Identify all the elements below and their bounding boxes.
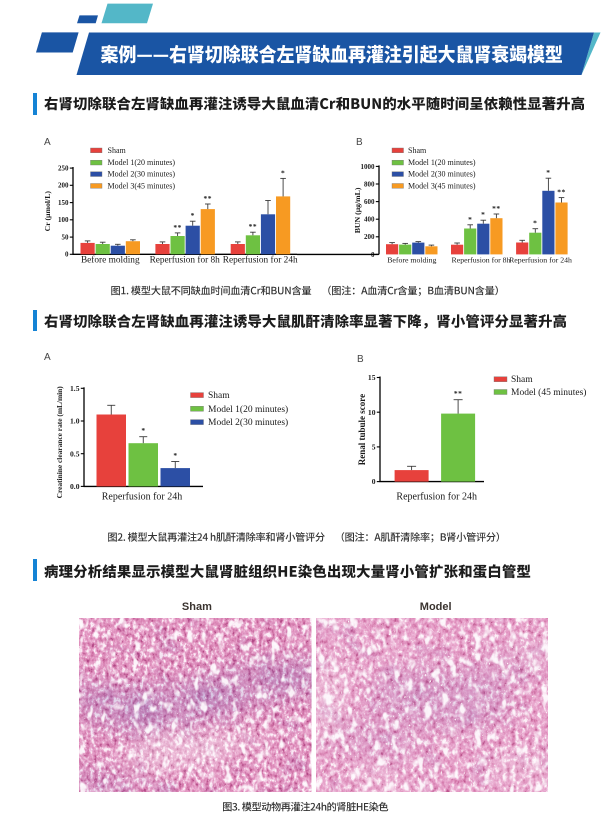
- svg-text:Model (45 minutes): Model (45 minutes): [511, 387, 586, 398]
- svg-text:Model 3(45 minutes): Model 3(45 minutes): [408, 182, 476, 191]
- svg-text:Model 2(30 minutes): Model 2(30 minutes): [108, 170, 176, 179]
- svg-text:600: 600: [364, 198, 375, 206]
- svg-text:0: 0: [372, 477, 376, 486]
- svg-text:10: 10: [368, 408, 376, 417]
- svg-text:B: B: [357, 354, 364, 365]
- svg-text:Model 1(20 minutes): Model 1(20 minutes): [208, 404, 288, 415]
- svg-text:**: **: [204, 194, 213, 203]
- svg-text:*: *: [191, 211, 195, 220]
- svg-text:Model 1(20 minutes): Model 1(20 minutes): [408, 158, 476, 167]
- svg-text:**: **: [492, 204, 501, 213]
- svg-text:A: A: [44, 137, 51, 148]
- svg-text:200: 200: [364, 233, 375, 241]
- svg-text:250: 250: [58, 165, 69, 173]
- svg-text:150: 150: [58, 199, 69, 207]
- svg-text:**: **: [454, 389, 463, 398]
- svg-text:A: A: [44, 352, 51, 363]
- svg-text:1.0: 1.0: [70, 417, 80, 426]
- svg-text:Reperfusion for 24h: Reperfusion for 24h: [509, 256, 572, 265]
- svg-text:5: 5: [372, 443, 376, 452]
- svg-text:Reperfusion for 24h: Reperfusion for 24h: [102, 492, 183, 503]
- svg-text:Sham: Sham: [511, 375, 533, 385]
- svg-text:400: 400: [364, 216, 375, 224]
- svg-text:Before molding: Before molding: [387, 256, 436, 265]
- svg-text:15: 15: [368, 373, 376, 382]
- svg-text:Model 1(20 minutes): Model 1(20 minutes): [108, 158, 176, 167]
- svg-text:**: **: [249, 222, 258, 231]
- svg-text:1.5: 1.5: [70, 384, 80, 393]
- svg-text:Model 2(30 minutes): Model 2(30 minutes): [208, 417, 288, 428]
- svg-text:Reperfusion for 8h: Reperfusion for 8h: [150, 255, 221, 266]
- svg-text:B: B: [356, 137, 363, 148]
- svg-text:Creatinine clearance rate (mL/: Creatinine clearance rate (mL/min): [55, 386, 64, 499]
- svg-text:Reperfusion for 24h: Reperfusion for 24h: [223, 255, 298, 266]
- svg-text:*: *: [468, 215, 472, 224]
- svg-text:100: 100: [58, 216, 69, 224]
- svg-text:50: 50: [62, 234, 70, 242]
- svg-text:BUN (μg/mL): BUN (μg/mL): [353, 187, 362, 233]
- svg-text:Sham: Sham: [208, 391, 230, 401]
- svg-text:0.0: 0.0: [70, 482, 80, 491]
- svg-text:Model 2(30 minutes): Model 2(30 minutes): [408, 170, 476, 179]
- svg-text:*: *: [546, 168, 550, 177]
- svg-text:0.5: 0.5: [70, 449, 80, 458]
- svg-text:Renal tubule score: Renal tubule score: [357, 394, 367, 465]
- svg-text:0: 0: [65, 251, 69, 259]
- svg-text:**: **: [173, 223, 182, 232]
- svg-text:*: *: [281, 168, 285, 177]
- svg-text:*: *: [533, 219, 537, 228]
- svg-text:800: 800: [364, 180, 375, 188]
- svg-text:**: **: [557, 188, 566, 197]
- svg-text:*: *: [481, 210, 485, 219]
- svg-text:Reperfusion for 24h: Reperfusion for 24h: [396, 492, 477, 503]
- svg-text:Sham: Sham: [108, 146, 127, 155]
- svg-text:Cr (μmol/L): Cr (μmol/L): [43, 191, 52, 232]
- svg-text:Model 3(45 minutes): Model 3(45 minutes): [108, 182, 176, 191]
- svg-text:Before molding: Before molding: [81, 255, 140, 266]
- svg-text:1000: 1000: [361, 163, 376, 171]
- svg-text:Sham: Sham: [408, 146, 427, 155]
- svg-text:Reperfusion for 8h: Reperfusion for 8h: [452, 256, 511, 265]
- svg-text:200: 200: [58, 182, 69, 190]
- svg-text:*: *: [173, 451, 177, 460]
- svg-text:*: *: [141, 426, 145, 435]
